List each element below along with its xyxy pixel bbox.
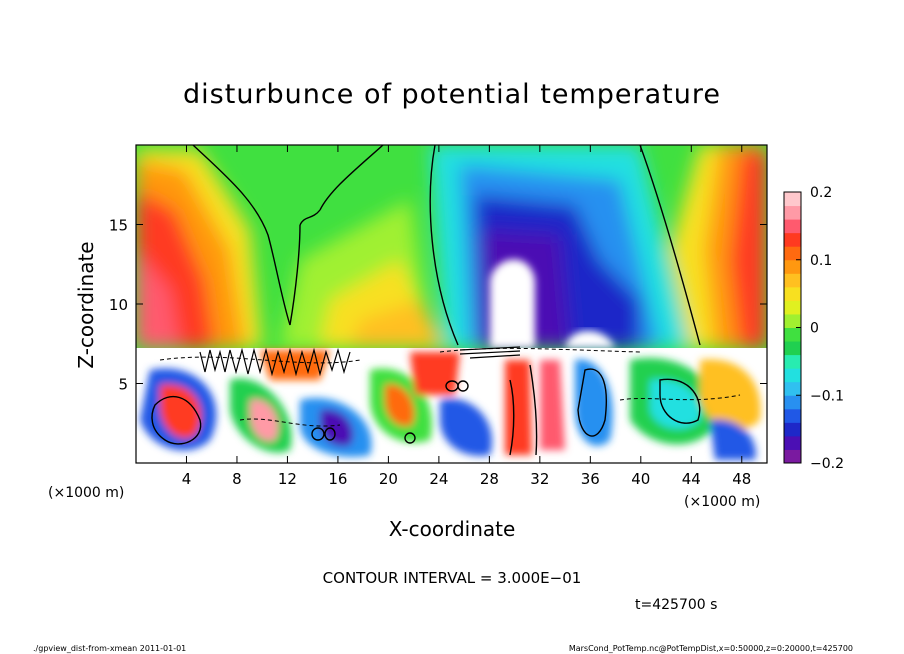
- y-tick-label: 10: [109, 296, 128, 314]
- x-unit-left: (×1000 m): [48, 485, 124, 501]
- colorbar: 0.2 0.1 0 −0.1 −0.2: [783, 185, 844, 472]
- x-tick-label: 12: [278, 470, 297, 488]
- colorbar-tick-label: 0.2: [810, 185, 832, 201]
- colorbar-swatch: [784, 422, 801, 437]
- colorbar-swatch: [784, 300, 801, 315]
- time-label: t=425700 s: [635, 597, 717, 613]
- heatmap-field: [136, 145, 767, 463]
- x-tick-label: 48: [732, 470, 751, 488]
- colorbar-swatch: [784, 327, 801, 342]
- colorbar-tick-label: 0.1: [810, 253, 832, 269]
- colorbar-swatch: [784, 259, 801, 274]
- y-tick-label: 15: [109, 217, 128, 235]
- colorbar-swatch: [784, 205, 801, 220]
- colorbar-swatch: [784, 313, 801, 328]
- colorbar-swatch: [784, 395, 801, 410]
- x-tick-label: 24: [429, 470, 448, 488]
- colorbar-swatch: [784, 192, 801, 207]
- x-axis: 4 8 12 16 20 24 28 32 36 40 44 48: [182, 145, 751, 488]
- colorbar-swatch: [784, 435, 801, 450]
- x-tick-label: 28: [480, 470, 499, 488]
- colorbar-swatch: [784, 341, 801, 356]
- colorbar-tick-label: −0.1: [810, 388, 844, 404]
- colorbar-swatch: [784, 246, 801, 261]
- colorbar-swatch: [784, 232, 801, 247]
- colorbar-tick-label: −0.2: [810, 456, 844, 472]
- colorbar-swatch: [784, 219, 801, 234]
- footer-right: MarsCond_PotTemp.nc@PotTempDist,x=0:5000…: [569, 644, 853, 653]
- colorbar-tick-label: 0: [810, 321, 819, 337]
- chart-title: disturbunce of potential temperature: [183, 79, 721, 110]
- x-tick-label: 4: [182, 470, 192, 488]
- colorbar-swatch: [784, 381, 801, 396]
- x-tick-label: 44: [682, 470, 701, 488]
- y-tick-label: 5: [118, 376, 128, 394]
- colorbar-swatch: [784, 354, 801, 369]
- colorbar-swatch: [784, 408, 801, 423]
- footer-left: ./gpview_dist-from-xmean 2011-01-01: [33, 644, 186, 653]
- x-tick-label: 20: [379, 470, 398, 488]
- x-tick-label: 40: [631, 470, 650, 488]
- x-tick-label: 8: [232, 470, 242, 488]
- x-unit-right: (×1000 m): [684, 494, 760, 510]
- x-tick-label: 36: [581, 470, 600, 488]
- y-axis: 5 10 15: [109, 217, 767, 394]
- colorbar-swatch: [784, 449, 801, 464]
- x-tick-label: 32: [530, 470, 549, 488]
- colorbar-swatch: [784, 368, 801, 383]
- colorbar-swatch: [784, 273, 801, 288]
- contour-interval: CONTOUR INTERVAL = 3.000E−01: [323, 569, 582, 587]
- y-axis-label: Z-coordinate: [74, 241, 98, 368]
- x-axis-label: X-coordinate: [389, 517, 516, 541]
- x-tick-label: 16: [328, 470, 347, 488]
- colorbar-swatch: [784, 286, 801, 301]
